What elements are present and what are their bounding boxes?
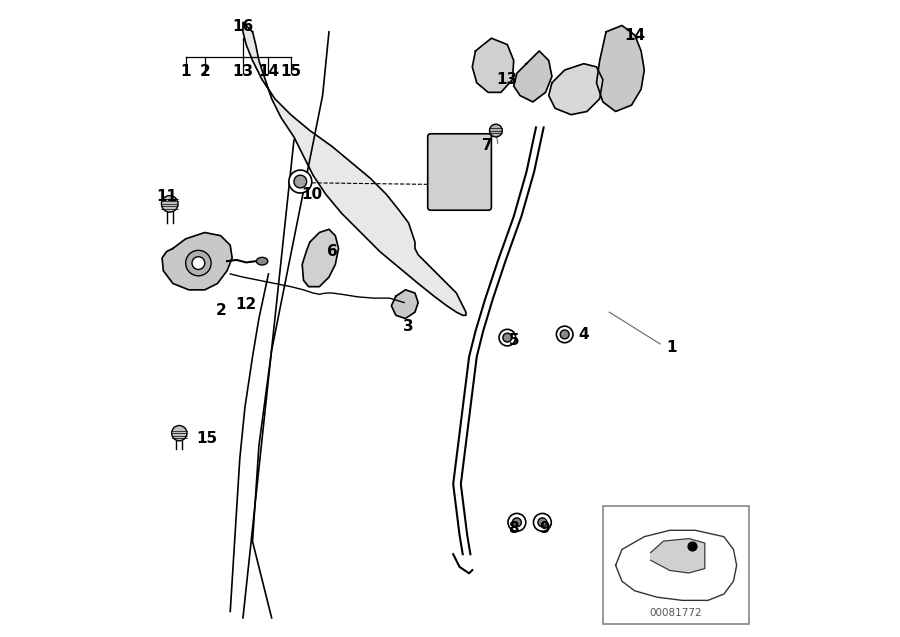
Circle shape <box>556 326 573 343</box>
Text: 4: 4 <box>579 327 590 342</box>
Polygon shape <box>597 25 644 111</box>
Circle shape <box>185 250 211 276</box>
Polygon shape <box>472 38 514 92</box>
Text: 16: 16 <box>232 19 254 34</box>
Circle shape <box>161 196 178 212</box>
Text: 13: 13 <box>497 72 518 87</box>
Circle shape <box>499 329 516 346</box>
Circle shape <box>534 513 552 531</box>
Text: 3: 3 <box>403 318 414 334</box>
Point <box>685 541 699 552</box>
Circle shape <box>454 166 466 178</box>
Text: 1: 1 <box>666 340 677 355</box>
Text: 8: 8 <box>508 521 519 536</box>
Text: 15: 15 <box>196 431 217 446</box>
Text: 5: 5 <box>508 333 519 348</box>
Text: 7: 7 <box>482 138 492 153</box>
Text: 1: 1 <box>180 64 191 79</box>
Ellipse shape <box>256 257 268 265</box>
Text: 14: 14 <box>258 64 279 79</box>
Circle shape <box>490 124 502 137</box>
Circle shape <box>172 426 187 441</box>
Circle shape <box>512 518 521 527</box>
Polygon shape <box>392 290 418 318</box>
Circle shape <box>508 513 526 531</box>
Text: 13: 13 <box>232 64 254 79</box>
Text: 6: 6 <box>327 244 338 259</box>
Circle shape <box>538 518 547 527</box>
Circle shape <box>192 257 205 269</box>
Bar <box>603 506 750 624</box>
Polygon shape <box>302 229 338 287</box>
Text: 00081772: 00081772 <box>650 608 702 618</box>
Circle shape <box>289 170 311 193</box>
Polygon shape <box>651 539 705 573</box>
Text: 10: 10 <box>302 187 322 202</box>
Polygon shape <box>549 64 603 115</box>
Polygon shape <box>243 22 466 315</box>
Polygon shape <box>514 51 552 102</box>
Text: 15: 15 <box>280 64 302 79</box>
Text: 2: 2 <box>200 64 210 79</box>
Text: 2: 2 <box>215 303 226 318</box>
Text: 11: 11 <box>156 189 177 204</box>
Text: 9: 9 <box>539 521 550 536</box>
Polygon shape <box>162 233 232 290</box>
Circle shape <box>560 330 569 339</box>
Circle shape <box>503 333 512 342</box>
Circle shape <box>446 158 473 186</box>
Polygon shape <box>616 530 736 600</box>
FancyBboxPatch shape <box>428 134 491 210</box>
Text: 14: 14 <box>625 27 645 43</box>
Circle shape <box>294 175 307 188</box>
Text: 12: 12 <box>236 297 256 312</box>
